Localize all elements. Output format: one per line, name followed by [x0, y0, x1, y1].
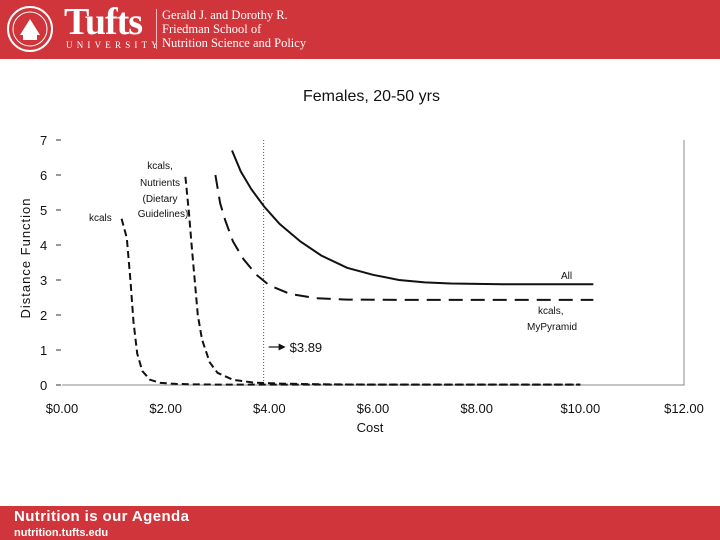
header-divider	[156, 9, 157, 49]
series-label: MyPyramid	[527, 322, 577, 333]
x-tick-label: $4.00	[253, 401, 286, 416]
y-tick-label: 4	[40, 238, 47, 253]
y-tick-label: 7	[40, 133, 47, 148]
series-line-kcals-nutrients-dietary-guidelines	[184, 176, 581, 386]
series-label: Guidelines)	[138, 209, 189, 220]
x-tick-label: $12.00	[664, 401, 704, 416]
y-tick-label: 0	[40, 378, 47, 393]
series-label: Nutrients	[140, 178, 180, 189]
reference-label: $3.89	[290, 340, 323, 355]
school-name-line-1: Gerald J. and Dorothy R.	[162, 8, 288, 22]
footer-site: nutrition.tufts.edu	[14, 527, 109, 539]
x-tick-label: $8.00	[460, 401, 493, 416]
series-label: kcals	[89, 213, 112, 224]
footer-tagline: Nutrition is our Agenda	[14, 508, 190, 525]
university-label: UNIVERSITY	[66, 40, 162, 50]
series-line-all	[231, 150, 594, 286]
y-axis-label: Distance Function	[18, 197, 33, 318]
x-tick-label: $2.00	[149, 401, 182, 416]
y-tick-label: 3	[40, 273, 47, 288]
y-tick-label: 5	[40, 203, 47, 218]
plot-frame	[62, 140, 685, 386]
series-label: (Dietary	[142, 194, 177, 205]
x-axis-label: Cost	[357, 420, 384, 435]
school-name-line-2: Friedman School of	[162, 22, 262, 36]
x-tick-label: $10.00	[560, 401, 600, 416]
reference-arrow-head	[278, 343, 286, 351]
x-tick-label: $0.00	[46, 401, 79, 416]
y-tick-label: 6	[40, 168, 47, 183]
series-line-kcals-mypyramid	[214, 174, 594, 301]
chart-canvas: 0 1 2 3 4 5 6 7 $0.00 $2.00 $4.00 $6.00 $8.00 $10.00 $…	[18, 133, 704, 435]
y-tick-label: 2	[40, 308, 47, 323]
chart-title: Females, 20-50 yrs	[303, 88, 440, 105]
tufts-wordmark: Tufts	[64, 1, 143, 43]
school-name-line-3: Nutrition Science and Policy	[162, 36, 307, 50]
series-label: All	[561, 271, 572, 282]
y-tick-label: 1	[40, 343, 47, 358]
tufts-seal-icon	[7, 6, 53, 52]
series-label: kcals,	[538, 306, 564, 317]
series-line-kcals	[120, 218, 581, 386]
x-tick-label: $6.00	[357, 401, 390, 416]
header-bar	[0, 0, 720, 59]
footer-bar	[0, 506, 720, 540]
series-label: kcals,	[147, 161, 173, 172]
